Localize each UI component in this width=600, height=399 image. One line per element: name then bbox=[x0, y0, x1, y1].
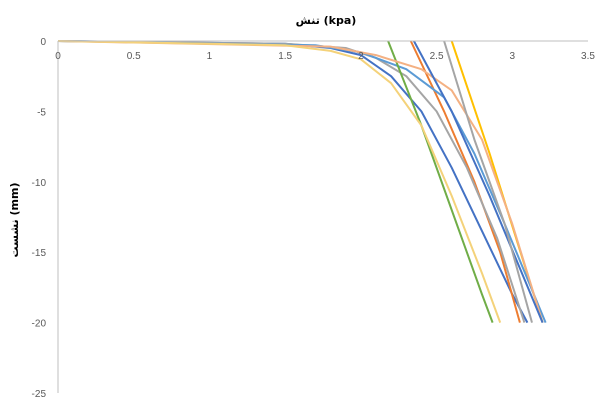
x-tick-label: 3.5 bbox=[581, 51, 595, 62]
x-tick-label: 0.5 bbox=[127, 51, 141, 62]
series-line-7 bbox=[57, 40, 544, 323]
x-tick-labels: 0 0.5 1 1.5 2 2.5 3 3.5 bbox=[55, 51, 595, 62]
x-tick-label: 1.5 bbox=[278, 51, 292, 62]
series-line-3 bbox=[57, 40, 526, 323]
chart-title: تنش (kpa) bbox=[296, 14, 357, 27]
y-tick-label: -10 bbox=[32, 178, 47, 189]
y-tick-label: -20 bbox=[32, 319, 47, 330]
y-tick-label: -5 bbox=[37, 107, 46, 118]
y-tick-label: 0 bbox=[40, 37, 46, 48]
x-tick-label: 1 bbox=[207, 51, 213, 62]
y-tick-label: -15 bbox=[32, 248, 47, 259]
x-tick-label: 2.5 bbox=[430, 51, 444, 62]
y-tick-labels: 0 -5 -10 -15 -20 -25 bbox=[32, 37, 47, 399]
x-tick-label: 2 bbox=[358, 51, 364, 62]
series-line-9 bbox=[443, 40, 533, 323]
x-tick-label: 3 bbox=[510, 51, 516, 62]
x-tick-label: 0 bbox=[55, 51, 61, 62]
series-line-10 bbox=[57, 40, 502, 323]
y-axis-label: نشست (mm) bbox=[8, 183, 21, 258]
series-line-6 bbox=[387, 40, 494, 323]
series-line-8 bbox=[413, 40, 544, 323]
y-tick-label: -25 bbox=[32, 389, 47, 399]
plot-lines bbox=[57, 40, 547, 324]
